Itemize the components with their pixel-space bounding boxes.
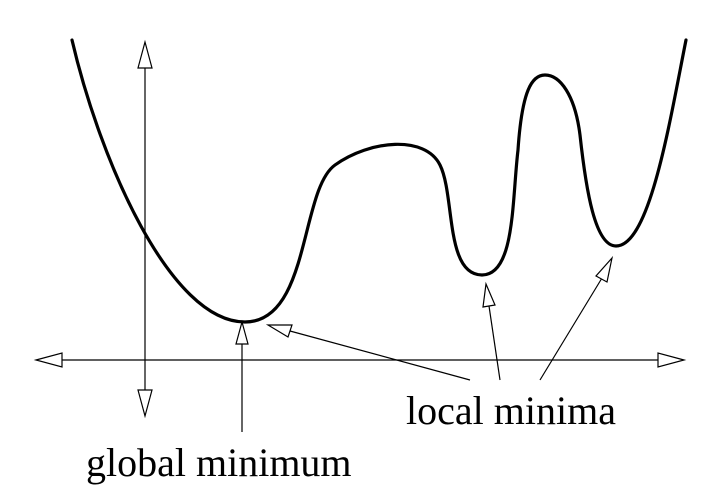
function-curve <box>70 38 688 324</box>
x-axis <box>33 352 687 368</box>
global-minimum-label: global minimum <box>86 440 352 485</box>
local-to-global-pointer <box>265 324 471 381</box>
local-minimum-arrowhead-2 <box>595 255 614 283</box>
y-axis-top-arrowhead <box>137 39 153 69</box>
local-to-global-arrowhead <box>265 324 293 338</box>
local-minimum-pointer-2 <box>539 255 614 381</box>
x-axis-right-arrowhead <box>657 352 687 368</box>
x-axis-left-arrowhead <box>33 352 63 368</box>
global-minimum-pointer <box>235 319 249 432</box>
local-minimum-pointer-1 <box>482 281 501 381</box>
y-axis-bottom-arrowhead <box>137 389 153 419</box>
y-axis <box>137 39 153 419</box>
local-minima-label: local minima <box>406 388 616 433</box>
local-minimum-arrowhead-1 <box>482 281 496 308</box>
global-minimum-arrowhead <box>235 319 249 345</box>
